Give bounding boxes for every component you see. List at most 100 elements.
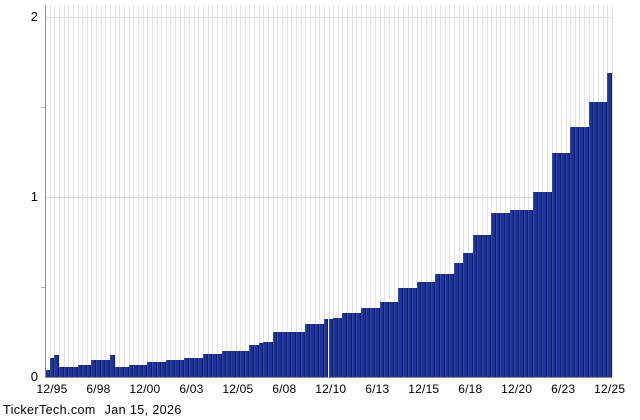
bar — [137, 364, 143, 377]
vertical-gridline — [263, 5, 265, 377]
vertical-gridline — [133, 5, 135, 377]
bar — [365, 308, 371, 377]
vertical-gridline — [505, 5, 507, 377]
vertical-gridline — [82, 5, 84, 377]
bar — [54, 355, 59, 377]
vertical-gridline — [546, 5, 548, 377]
bar — [584, 126, 589, 377]
x-axis-line — [45, 377, 612, 378]
vertical-gridline — [137, 5, 139, 377]
bar — [412, 288, 417, 377]
bar — [147, 362, 152, 377]
vertical-gridline — [119, 5, 121, 377]
bar — [300, 332, 306, 377]
vertical-gridline — [100, 5, 102, 377]
bar — [430, 281, 436, 377]
bar — [254, 344, 259, 377]
vertical-gridline — [398, 5, 400, 377]
vertical-gridline — [147, 5, 149, 377]
bar — [105, 359, 111, 377]
vertical-gridline — [235, 5, 237, 377]
vertical-gridline — [612, 5, 613, 377]
vertical-gridline — [370, 5, 372, 377]
bar — [170, 360, 176, 377]
vertical-gridline — [268, 5, 270, 377]
bar — [230, 351, 236, 377]
vertical-gridline — [361, 5, 363, 377]
bar — [351, 313, 357, 377]
vertical-gridline — [300, 5, 302, 377]
bar — [463, 253, 468, 377]
bar — [546, 191, 552, 377]
vertical-gridline — [486, 5, 488, 377]
bar — [249, 344, 255, 377]
vertical-gridline — [72, 5, 74, 377]
bar — [509, 209, 515, 377]
bar — [607, 72, 612, 377]
vertical-gridline — [230, 5, 232, 377]
vertical-gridline — [291, 5, 293, 377]
bar — [337, 317, 343, 377]
vertical-gridline — [449, 5, 451, 377]
vertical-gridline — [282, 5, 284, 377]
vertical-gridline — [277, 5, 279, 377]
bar — [560, 153, 566, 377]
vertical-gridline — [500, 5, 502, 377]
x-tick-label: 12/20 — [501, 382, 533, 396]
bar — [203, 353, 208, 377]
bar — [309, 324, 315, 377]
vertical-gridline — [309, 5, 311, 377]
vertical-gridline — [481, 5, 483, 377]
chart-date: Jan 15, 2026 — [104, 403, 182, 417]
x-tick-label: 6/08 — [272, 382, 297, 396]
bar — [565, 153, 571, 377]
vertical-gridline — [402, 5, 404, 377]
bar — [495, 213, 501, 377]
bar — [133, 364, 138, 377]
bar — [124, 367, 129, 377]
bar — [165, 360, 171, 377]
vertical-gridline — [319, 5, 321, 377]
bar — [402, 288, 408, 377]
bar — [398, 288, 403, 377]
vertical-gridline — [347, 5, 349, 377]
vertical-gridline — [272, 5, 274, 377]
vertical-gridline — [374, 5, 376, 377]
bar — [453, 263, 459, 377]
bar — [77, 364, 83, 377]
bar — [212, 353, 217, 377]
vertical-gridline — [305, 5, 307, 377]
vertical-gridline — [333, 5, 335, 377]
bar — [519, 209, 524, 377]
bar — [142, 364, 148, 377]
vertical-gridline — [388, 5, 390, 377]
vertical-gridline — [477, 5, 479, 377]
vertical-gridline — [328, 5, 330, 377]
bar — [49, 358, 55, 377]
horizontal-gridline — [45, 17, 612, 18]
vertical-gridline — [412, 5, 414, 377]
vertical-gridline — [351, 5, 353, 377]
vertical-gridline — [519, 5, 521, 377]
bar — [528, 209, 533, 377]
bar — [189, 358, 194, 377]
bar — [328, 318, 334, 377]
bar — [272, 331, 278, 377]
bar — [491, 213, 496, 377]
bar — [282, 331, 287, 377]
x-tick-label: 12/00 — [129, 382, 161, 396]
bar — [193, 358, 199, 377]
vertical-gridline — [421, 5, 423, 377]
bar — [96, 359, 101, 377]
bar — [263, 341, 269, 377]
bar — [500, 213, 506, 377]
vertical-gridline — [537, 5, 539, 377]
bar — [472, 234, 478, 377]
bar — [570, 126, 575, 377]
vertical-gridline — [467, 5, 469, 377]
bar — [333, 317, 338, 377]
y-tick-label: 2 — [30, 9, 38, 24]
y-tick-label: 1 — [30, 189, 38, 204]
bar — [542, 191, 547, 377]
bar — [128, 364, 134, 377]
